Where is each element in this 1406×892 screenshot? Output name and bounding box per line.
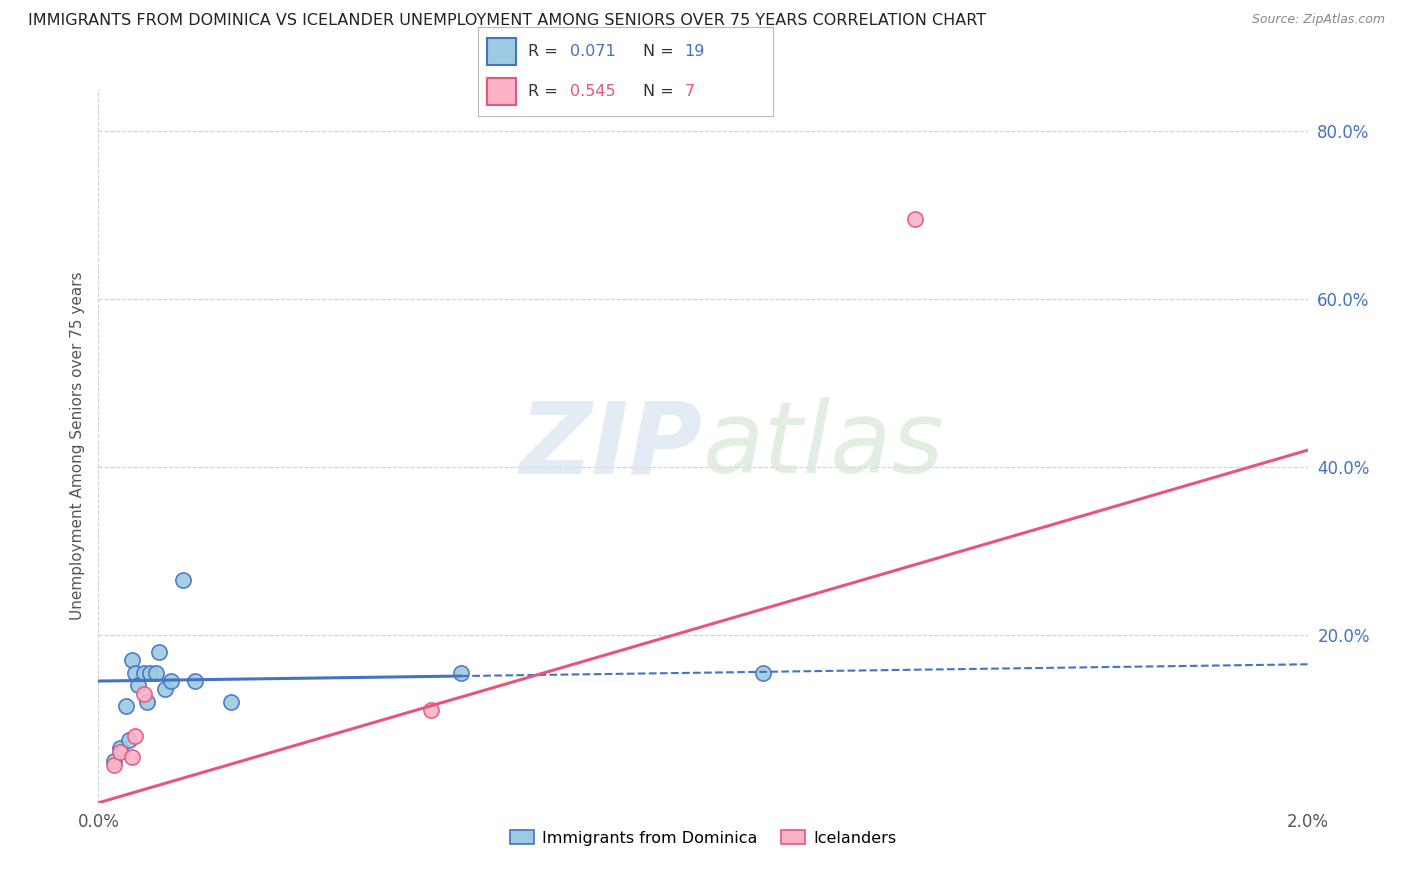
Text: 7: 7 bbox=[685, 85, 695, 99]
Point bbox=[114, 699, 136, 714]
Point bbox=[139, 665, 162, 680]
Y-axis label: Unemployment Among Seniors over 75 years: Unemployment Among Seniors over 75 years bbox=[69, 272, 84, 620]
Text: 19: 19 bbox=[685, 45, 704, 59]
Point bbox=[124, 729, 146, 743]
Point bbox=[904, 212, 927, 227]
Point bbox=[172, 574, 194, 588]
Point bbox=[148, 645, 170, 659]
Text: ZIP: ZIP bbox=[520, 398, 703, 494]
Point bbox=[124, 665, 146, 680]
FancyBboxPatch shape bbox=[486, 78, 516, 105]
Text: 0.071: 0.071 bbox=[569, 45, 616, 59]
Point bbox=[118, 732, 141, 747]
Point bbox=[160, 674, 183, 689]
Point bbox=[132, 687, 155, 701]
Point bbox=[108, 741, 131, 756]
Point bbox=[121, 749, 143, 764]
Point bbox=[184, 674, 207, 689]
Legend: Immigrants from Dominica, Icelanders: Immigrants from Dominica, Icelanders bbox=[503, 823, 903, 852]
Point bbox=[420, 703, 443, 717]
Point bbox=[145, 665, 167, 680]
Text: N =: N = bbox=[644, 45, 679, 59]
Text: R =: R = bbox=[529, 45, 564, 59]
Point bbox=[103, 758, 125, 772]
Text: IMMIGRANTS FROM DOMINICA VS ICELANDER UNEMPLOYMENT AMONG SENIORS OVER 75 YEARS C: IMMIGRANTS FROM DOMINICA VS ICELANDER UN… bbox=[28, 13, 986, 29]
Point bbox=[221, 695, 243, 709]
Point bbox=[103, 754, 125, 768]
Text: Source: ZipAtlas.com: Source: ZipAtlas.com bbox=[1251, 13, 1385, 27]
Point bbox=[132, 665, 155, 680]
Point bbox=[121, 653, 143, 667]
Text: 0.545: 0.545 bbox=[569, 85, 616, 99]
Point bbox=[752, 665, 775, 680]
FancyBboxPatch shape bbox=[486, 38, 516, 65]
Text: N =: N = bbox=[644, 85, 679, 99]
Point bbox=[108, 746, 131, 760]
Point bbox=[450, 665, 472, 680]
Text: atlas: atlas bbox=[703, 398, 945, 494]
Point bbox=[127, 678, 149, 692]
Point bbox=[153, 682, 176, 697]
Text: R =: R = bbox=[529, 85, 564, 99]
Point bbox=[135, 695, 157, 709]
